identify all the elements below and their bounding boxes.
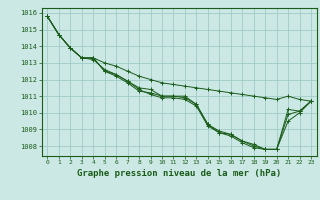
X-axis label: Graphe pression niveau de la mer (hPa): Graphe pression niveau de la mer (hPa) [77, 169, 281, 178]
